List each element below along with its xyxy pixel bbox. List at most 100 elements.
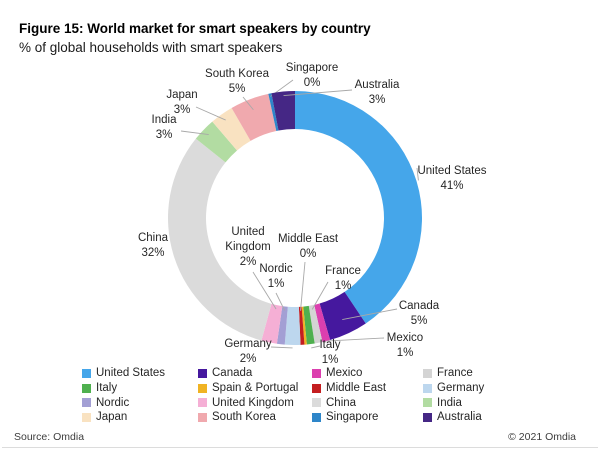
leader-line-middle-east	[300, 261, 306, 311]
legend-label: China	[326, 396, 357, 409]
legend-label: Nordic	[96, 396, 130, 409]
chart-label-china: China 32%	[88, 231, 218, 261]
chart-label-value: 1%	[267, 278, 285, 290]
segment-france	[308, 304, 323, 344]
legend-label: United Kingdom	[212, 396, 294, 409]
legend-label: Spain & Portugal	[212, 382, 299, 395]
chart-label-text: France	[325, 265, 361, 277]
chart-label-text: Middle East	[277, 233, 339, 245]
chart-label-value: 5%	[228, 83, 246, 95]
chart-label-south-korea: South Korea 5%	[172, 67, 302, 97]
legend-label: United States	[96, 367, 166, 380]
segment-india	[195, 121, 238, 163]
chart-label-united-states: United States 41%	[387, 164, 517, 194]
legend-swatch-nordic	[82, 398, 91, 408]
legend-swatch-middle-east	[312, 383, 321, 393]
legend-item-singapore: Singapore	[312, 410, 423, 425]
legend-label: France	[437, 367, 473, 380]
chart-label-text: Kingdom	[225, 241, 271, 253]
legend-item-united-states: United States	[82, 366, 198, 381]
legend-label: South Korea	[212, 411, 276, 424]
legend-swatch-india	[423, 398, 432, 408]
chart-label-mexico: Mexico 1%	[340, 331, 470, 361]
chart-label-united-kingdom: United Kingdom 2%	[183, 225, 313, 270]
source-note: Source: Omdia	[14, 431, 85, 443]
chart-label-france: France 1%	[278, 264, 408, 294]
segment-south-korea	[231, 93, 277, 141]
chart-label-japan: Japan 3%	[117, 88, 247, 118]
chart-label-text: China	[137, 232, 169, 244]
legend-swatch-germany	[423, 383, 432, 393]
chart-label-value: 3%	[155, 129, 173, 141]
legend-swatch-italy	[82, 383, 91, 393]
legend-swatch-france	[423, 368, 432, 378]
legend-item-nordic: Nordic	[82, 395, 198, 410]
segment-united-kingdom	[261, 303, 283, 344]
chart-label-value: 2%	[239, 353, 257, 365]
chart-label-italy: Italy 1%	[265, 338, 395, 368]
legend-item-spain-portugal: Spain & Portugal	[198, 381, 312, 396]
chart-label-value: 3%	[368, 94, 386, 106]
legend-item-australia: Australia	[423, 410, 543, 425]
leader-line-germany	[270, 346, 293, 349]
chart-label-text: Japan	[166, 89, 198, 101]
legend-label: Canada	[212, 367, 253, 380]
leader-line-nordic	[275, 292, 286, 311]
legend-swatch-united-states	[82, 368, 91, 378]
chart-label-value: 3%	[173, 104, 191, 116]
copyright-note: © 2021 Omdia	[508, 431, 576, 443]
legend-label: Japan	[96, 411, 128, 424]
legend-item-united-kingdom: United Kingdom	[198, 395, 312, 410]
chart-label-text: Canada	[398, 300, 440, 312]
segment-middle-east	[298, 306, 305, 345]
leader-line-india	[180, 130, 209, 136]
legend-item-italy: Italy	[82, 381, 198, 396]
chart-label-value: 41%	[440, 180, 464, 192]
leader-line-japan	[195, 106, 226, 121]
legend-item-middle-east: Middle East	[312, 381, 423, 396]
chart-label-middle-east: Middle East 0%	[243, 232, 373, 262]
chart-label-text: Germany	[224, 338, 272, 350]
chart-label-text: Nordic	[259, 263, 293, 275]
figure-subtitle: % of global households with smart speake…	[19, 40, 283, 55]
chart-label-text: South Korea	[205, 68, 269, 80]
legend-item-japan: Japan	[82, 410, 198, 425]
segment-spain-portugal	[301, 306, 307, 345]
legend-swatch-china	[312, 398, 321, 408]
leader-line-italy	[311, 345, 321, 349]
chart-legend: United States Canada Mexico France Italy Spai…	[82, 366, 543, 425]
legend-swatch-canada	[198, 368, 207, 378]
chart-label-germany: Germany 2%	[183, 337, 313, 367]
leader-line-canada	[342, 308, 398, 320]
leader-line-mexico	[326, 337, 385, 342]
segment-china	[167, 138, 272, 341]
leader-line-south-korea	[242, 96, 254, 111]
legend-swatch-australia	[423, 412, 432, 422]
chart-label-value: 2%	[239, 256, 257, 268]
legend-swatch-south-korea	[198, 412, 207, 422]
legend-swatch-japan	[82, 412, 91, 422]
legend-item-canada: Canada	[198, 366, 312, 381]
chart-label-text: Italy	[319, 339, 341, 351]
figure-title: Figure 15: World market for smart speake…	[19, 21, 371, 36]
chart-label-text: Singapore	[285, 62, 339, 74]
legend-label: Germany	[437, 382, 485, 395]
chart-label-value: 1%	[334, 280, 352, 292]
leader-line-australia	[283, 89, 353, 96]
legend-label: Singapore	[326, 411, 379, 424]
chart-label-value: 1%	[396, 347, 414, 359]
legend-label: Italy	[96, 382, 118, 395]
segment-nordic	[276, 306, 288, 345]
legend-label: India	[437, 396, 462, 409]
legend-swatch-spain-portugal	[198, 383, 207, 393]
chart-label-nordic: Nordic 1%	[211, 262, 341, 292]
legend-label: Middle East	[326, 382, 387, 395]
legend-swatch-united-kingdom	[198, 398, 207, 408]
chart-label-text: United States	[417, 165, 487, 177]
chart-label-value: 5%	[410, 315, 428, 327]
legend-item-china: China	[312, 395, 423, 410]
chart-label-value: 0%	[299, 248, 317, 260]
legend-swatch-singapore	[312, 412, 321, 422]
